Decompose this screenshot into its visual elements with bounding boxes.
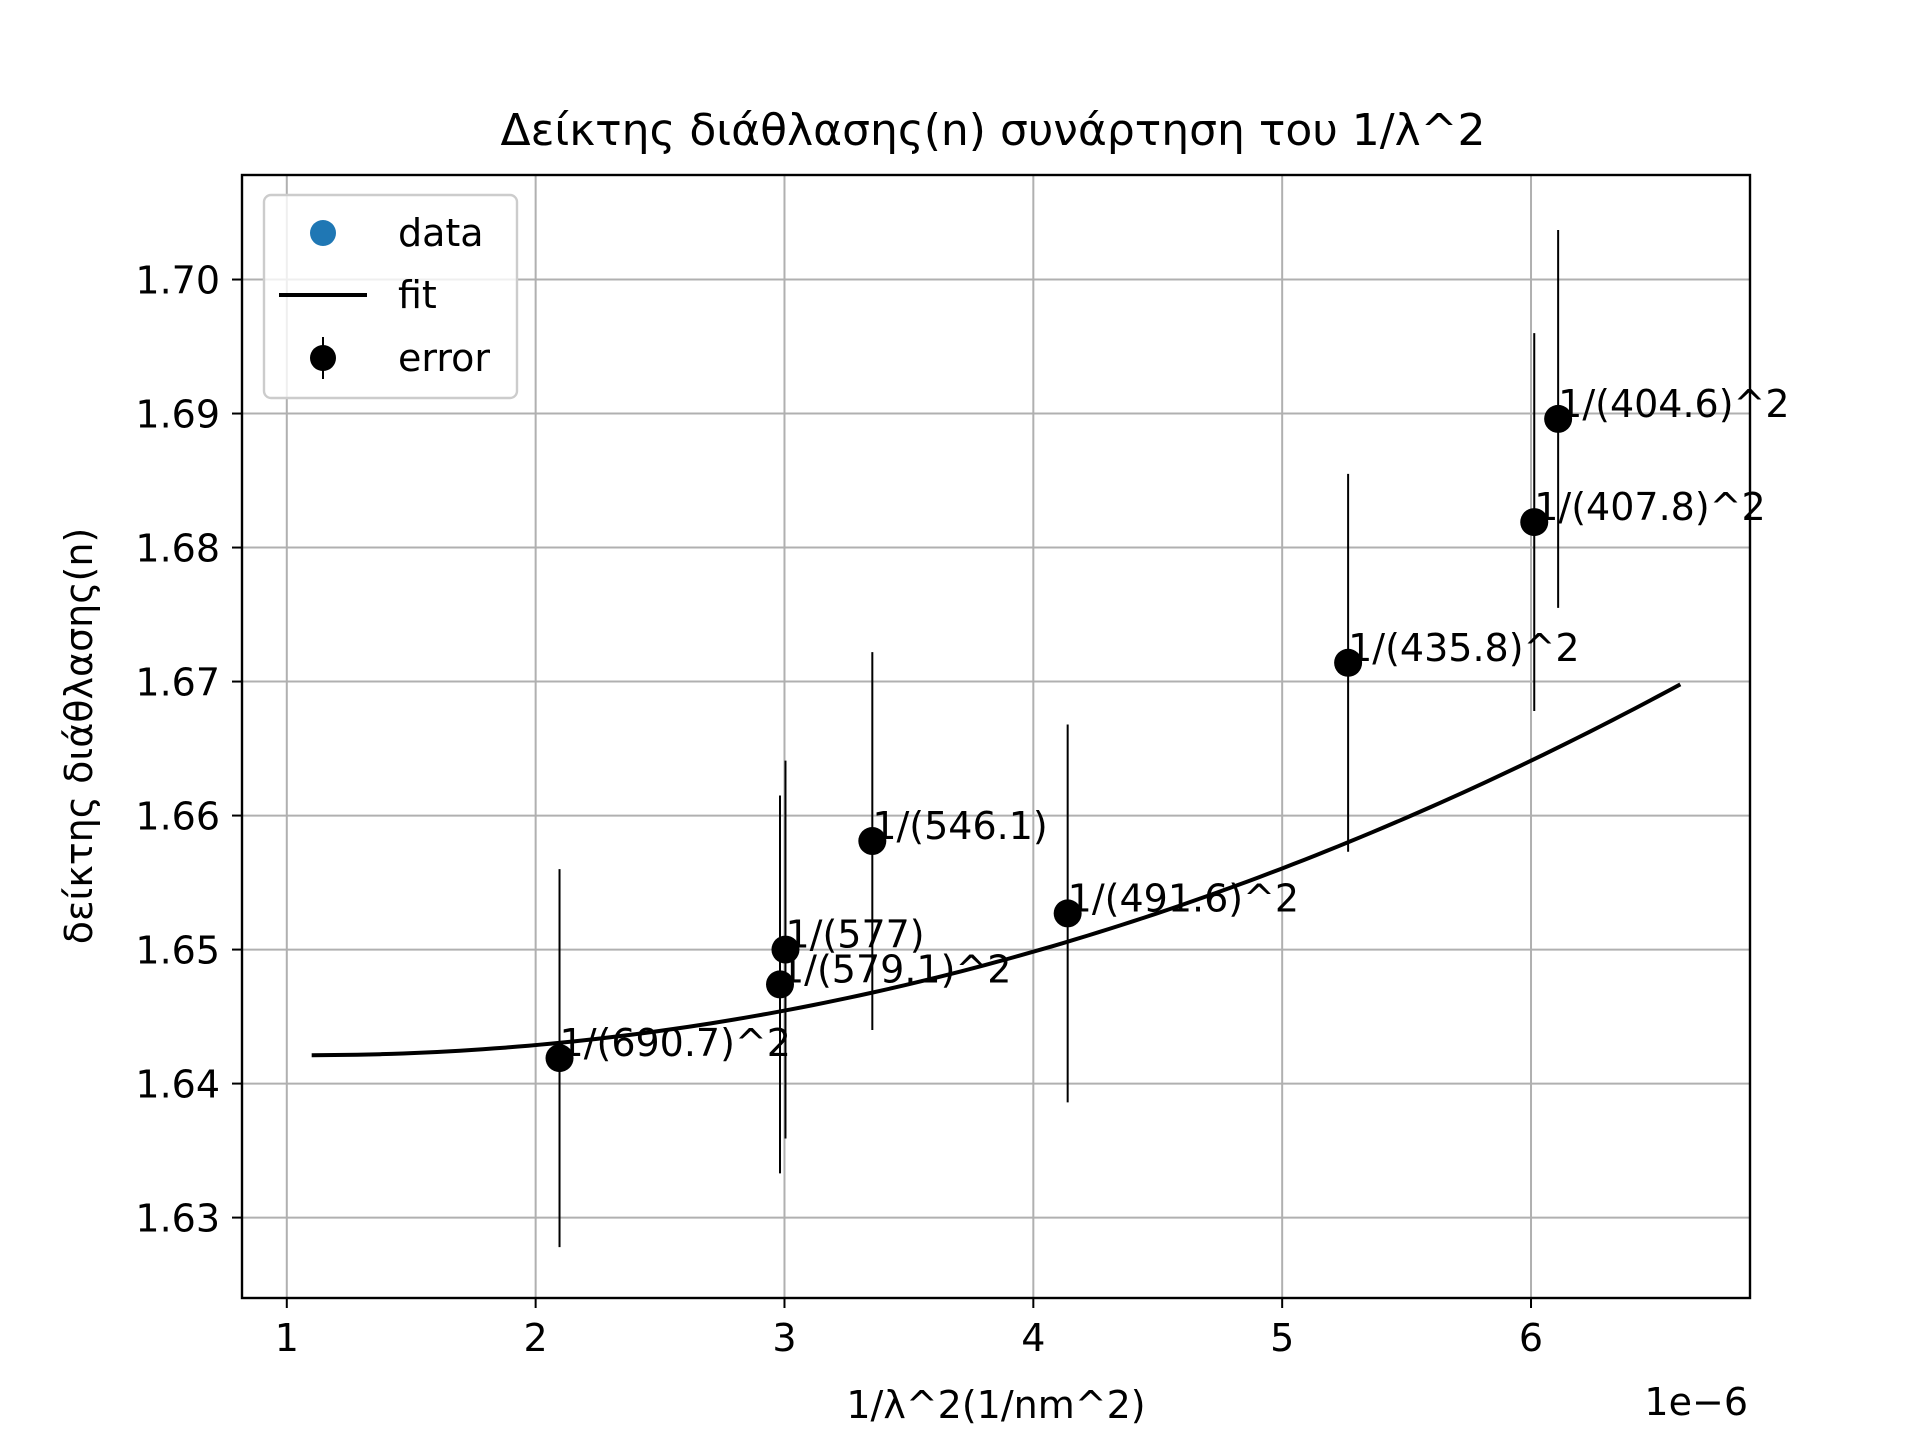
y-tick-label: 1.70 — [135, 259, 220, 303]
y-tick-label: 1.63 — [135, 1197, 220, 1241]
y-tick-label: 1.65 — [135, 929, 220, 973]
point-label: 1/(690.7)^2 — [560, 1021, 791, 1065]
data-point — [545, 1044, 574, 1073]
legend-label-error: error — [398, 336, 490, 380]
x-tick-label: 2 — [524, 1316, 548, 1360]
y-tick-label: 1.67 — [135, 661, 220, 705]
fit-layer — [311, 682, 1682, 1058]
legend-error-marker-icon — [310, 345, 336, 371]
point-label: 1/(579.1)^2 — [780, 947, 1011, 991]
y-axis-label: δείκτης διάθλασης(n) — [57, 528, 101, 945]
data-point — [1053, 899, 1082, 928]
y-tick-label: 1.69 — [135, 393, 220, 437]
x-offset-label: 1e−6 — [1644, 1380, 1748, 1424]
y-axis-ticks: 1.63 1.64 1.65 1.66 1.67 1.68 1.69 1.70 — [135, 259, 242, 1241]
chart-title: Δείκτης διάθλασης(n) συνάρτηση του 1/λ^2 — [500, 105, 1485, 156]
x-tick-label: 6 — [1519, 1316, 1543, 1360]
x-tick-label: 4 — [1021, 1316, 1045, 1360]
data-point — [1520, 508, 1549, 537]
point-label: 1/(404.6)^2 — [1558, 382, 1789, 426]
plot-frame — [240, 173, 1752, 1300]
x-tick-label: 5 — [1270, 1316, 1294, 1360]
point-label: 1/(577) — [785, 913, 924, 957]
fit-curve — [311, 682, 1682, 1058]
data-points — [545, 404, 1573, 1073]
point-label: 1/(407.8)^2 — [1534, 485, 1765, 529]
data-point — [1334, 648, 1363, 677]
legend: data fit error — [262, 193, 519, 400]
point-label: 1/(491.6)^2 — [1068, 876, 1299, 920]
point-label: 1/(435.8)^2 — [1348, 626, 1579, 670]
data-point — [858, 827, 887, 856]
grid-lines — [242, 175, 1750, 1298]
legend-data-marker-icon — [310, 220, 336, 246]
x-axis-ticks: 1 2 3 4 5 6 — [275, 1298, 1543, 1360]
x-tick-label: 1 — [275, 1316, 299, 1360]
point-label: 1/(546.1) — [872, 804, 1047, 848]
data-point — [766, 970, 795, 999]
legend-label-data: data — [398, 211, 484, 255]
y-tick-label: 1.68 — [135, 527, 220, 571]
data-point — [771, 935, 800, 964]
point-labels: 1/(690.7)^2 1/(579.1)^21/(577) 1/(546.1) 1/… — [560, 382, 1790, 1065]
x-axis-label: 1/λ^2(1/nm^2) — [846, 1383, 1145, 1427]
y-tick-label: 1.64 — [135, 1063, 220, 1107]
x-tick-label: 3 — [772, 1316, 796, 1360]
y-tick-label: 1.66 — [135, 795, 220, 839]
data-point — [1544, 404, 1573, 433]
legend-label-fit: fit — [398, 273, 437, 317]
